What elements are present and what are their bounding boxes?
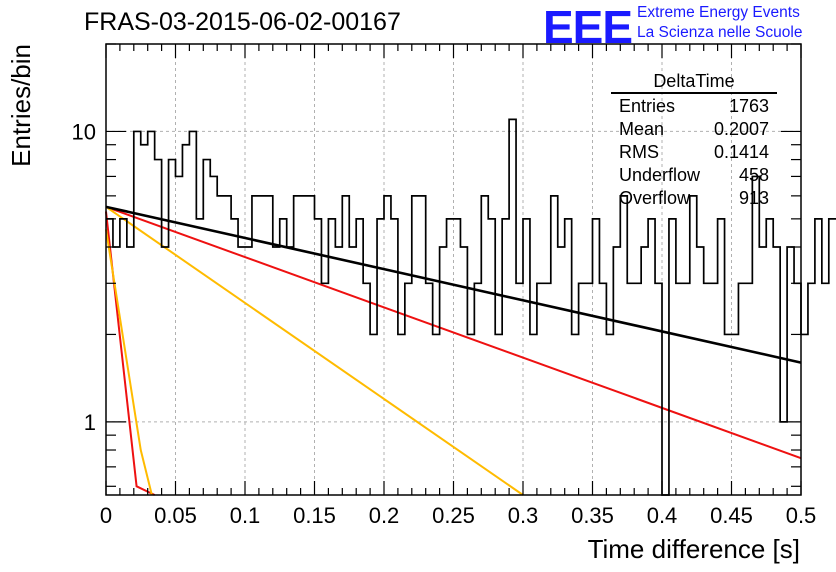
grid: [106, 44, 801, 495]
y-axis-label: Entries/bin: [6, 44, 36, 167]
stats-row-mean: Mean 0.2007: [611, 118, 777, 141]
x-tick-label: 0.2: [369, 503, 400, 528]
y-tick-label: 10: [72, 119, 96, 144]
stats-label: Overflow: [619, 188, 691, 208]
x-tick-label: 0.25: [432, 503, 475, 528]
logo-line-2: La Scienza nelle Scuole: [637, 24, 803, 41]
x-tick-label: 0.1: [230, 503, 261, 528]
y-tick-label: 1: [84, 410, 96, 435]
stats-row-underflow: Underflow 458: [611, 164, 777, 187]
fit-yellow-slow: [105, 206, 524, 496]
stats-value: 0.2007: [713, 119, 769, 139]
x-tick-label: 0: [100, 503, 112, 528]
stats-row-rms: RMS 0.1414: [611, 141, 777, 164]
fit-lines-over: [105, 205, 802, 364]
fit-black: [105, 205, 802, 364]
stats-label: Entries: [619, 96, 676, 116]
eee-logo-mark: EEE: [543, 1, 633, 53]
x-tick-label: 0.45: [710, 503, 753, 528]
eee-logo-text: Extreme Energy Events La Scienza nelle S…: [637, 3, 802, 43]
stats-label: Underflow: [619, 165, 701, 185]
tick-labels: 0 0.05 0.1 0.15 0.2 0.25 0.3 0.35 0.4 0.45 0.5 1 10: [72, 119, 817, 528]
x-axis-label: Time difference [s]: [588, 534, 800, 564]
axis-ticks: [105, 43, 802, 495]
stats-value: 913: [738, 188, 769, 208]
stats-box: DeltaTime Entries 1763 Mean 0.2007 RMS 0…: [611, 70, 777, 210]
stats-label: RMS: [619, 142, 659, 162]
logo-line-1: Extreme Energy Events: [637, 4, 800, 21]
stats-row-entries: Entries 1763: [611, 95, 777, 118]
x-tick-label: 0.5: [786, 503, 817, 528]
stats-value: 0.1414: [713, 142, 769, 162]
stats-title: DeltaTime: [611, 70, 777, 94]
chart-title: FRAS-03-2015-06-02-00167: [84, 8, 401, 36]
x-tick-label: 0.35: [571, 503, 614, 528]
x-tick-label: 0.05: [154, 503, 197, 528]
fit-red-slow: [105, 205, 802, 460]
fit-lines-under: [105, 205, 802, 496]
fit-yellow-fast: [105, 229, 153, 496]
stats-row-overflow: Overflow 913: [611, 187, 777, 210]
stats-label: Mean: [619, 119, 665, 139]
stats-value: 1763: [728, 96, 769, 116]
fit-red-fast: [105, 211, 156, 496]
x-tick-label: 0.15: [293, 503, 336, 528]
x-tick-label: 0.4: [647, 503, 678, 528]
stats-value: 458: [738, 165, 769, 185]
x-tick-label: 0.3: [508, 503, 539, 528]
